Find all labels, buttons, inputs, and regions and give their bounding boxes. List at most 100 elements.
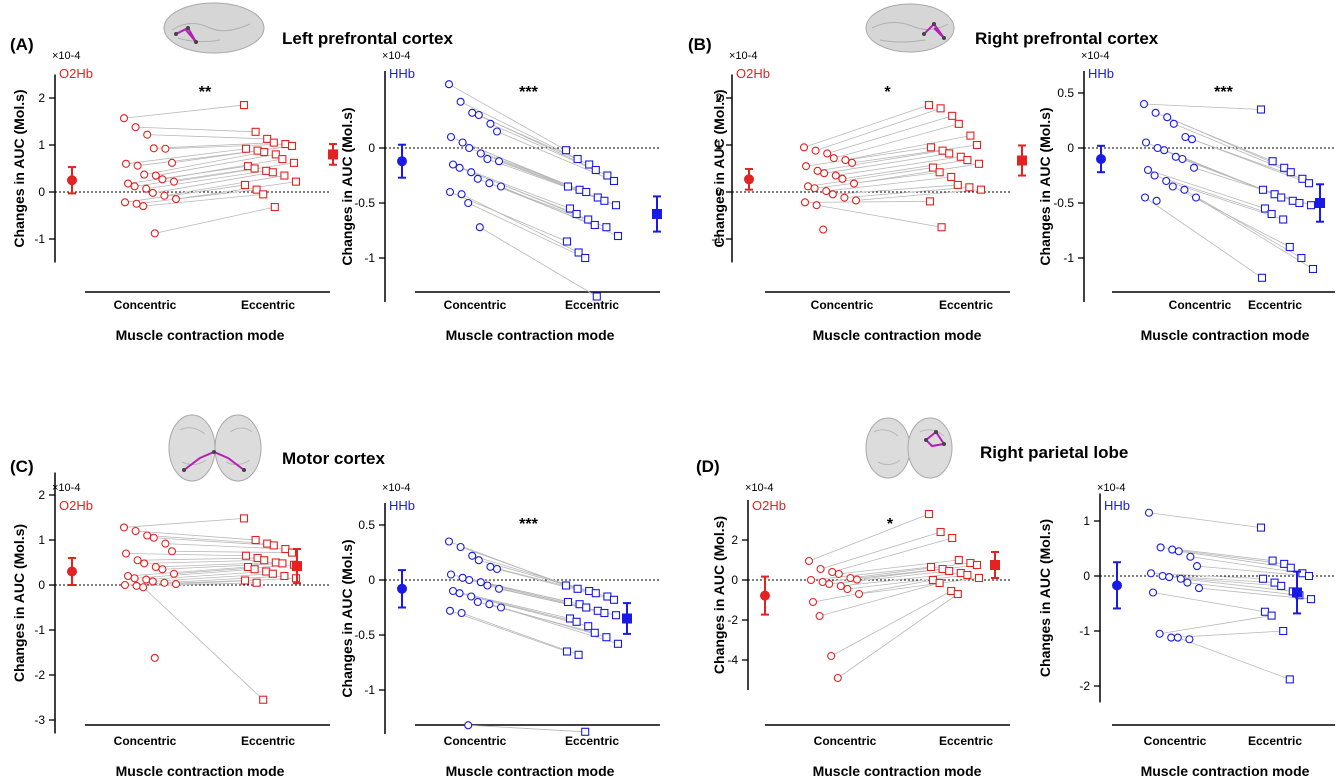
eccentric-point [572,617,581,626]
eccentric-point [1285,242,1294,252]
y-tick-label: -1 [1079,624,1090,638]
eccentric-point [1304,571,1314,581]
eccentric-point [1286,563,1295,572]
panel-title-c: Motor cortex [282,449,386,468]
panel-label-c: (C) [10,457,34,476]
eccentric-point [1260,204,1270,213]
eccentric-point [1267,209,1276,219]
x-axis-label: Muscle contraction mode [1141,327,1310,343]
concentric-point [132,199,141,208]
pair-line [858,577,980,595]
mean-marker-concentric [1112,580,1122,591]
concentric-point [476,149,485,158]
concentric-point [131,526,140,536]
pair-line [448,83,567,151]
concentric-point [158,565,167,574]
pair-line [1191,138,1310,184]
pair-line [842,159,968,180]
subplot-2: -1 0 1 2 ×10-4 O2Hb Changes in AUC (Mol.s) * Con… [711,50,1027,343]
pair-line [155,154,276,176]
concentric-point [803,182,813,191]
y-tick-label: 2 [38,488,45,502]
eccentric-point [573,584,582,593]
concentric-point [160,578,169,587]
pair-line [1195,197,1314,270]
pair-line [136,582,257,587]
eccentric-point [956,568,965,578]
pair-line [816,204,942,228]
concentric-point [150,653,159,662]
eccentric-point [972,140,982,150]
concentric-point [158,175,167,184]
x-category-concentric: Concentric [444,734,507,748]
eccentric-point [584,215,593,224]
pair-line [1159,615,1272,635]
eccentric-point [1285,675,1294,684]
concentric-point [496,603,506,612]
eccentric-point [278,155,287,164]
eccentric-point [591,165,600,175]
x-category-concentric: Concentric [811,298,874,312]
concentric-point [828,567,837,577]
eccentric-point [956,152,965,161]
brain-image-motor [168,414,262,482]
concentric-point [849,179,859,188]
pair-line [844,186,970,199]
eccentric-point [573,154,582,164]
eccentric-point [948,533,957,543]
pair-line [832,537,953,573]
eccentric-point [611,201,621,210]
significance-marker: * [884,84,891,101]
pair-line [820,531,941,570]
mean-marker-concentric [760,590,770,601]
eccentric-point [243,162,253,171]
eccentric-point [270,202,279,212]
concentric-point [1165,573,1174,582]
y-tick-label: 1 [38,138,45,152]
pair-line [803,104,930,148]
significance-marker: *** [519,84,538,101]
signal-label: HHb [389,66,415,81]
concentric-point [810,184,819,193]
pair-line [855,189,982,201]
mean-marker-concentric [397,156,407,167]
eccentric-point [291,177,301,186]
pair-line [845,135,971,161]
eccentric-point [278,559,287,568]
eccentric-point [262,567,271,576]
pair-line [137,557,258,561]
y-multiplier: ×10-4 [382,482,410,494]
concentric-point [151,171,160,180]
pair-line [810,566,932,581]
concentric-point [1148,588,1158,597]
y-tick-label: 2 [715,91,722,105]
panel-title-b: Right prefrontal cortex [975,29,1159,48]
eccentric-point [924,509,934,519]
concentric-point [834,569,843,579]
eccentric-point [565,614,575,623]
x-category-concentric: Concentric [1169,298,1232,312]
pair-line [449,610,568,652]
eccentric-point [574,248,583,257]
eccentric-point [947,172,956,182]
concentric-point [1158,571,1167,581]
pair-line [824,153,950,174]
concentric-point [1156,543,1165,552]
pair-line [831,590,952,657]
eccentric-point [1277,193,1286,202]
concentric-point [142,184,151,193]
concentric-point [1160,146,1169,155]
eccentric-point [251,535,260,545]
concentric-point [445,606,455,615]
concentric-point [448,160,458,169]
signal-label: O2Hb [59,498,93,513]
eccentric-point [582,187,591,197]
pair-line [127,165,249,184]
concentric-point [131,123,140,132]
concentric-point [800,198,810,207]
concentric-point [1168,545,1177,554]
pair-line [142,586,264,701]
pair-line [1177,637,1290,680]
concentric-point [1191,193,1201,202]
eccentric-point [239,514,249,523]
